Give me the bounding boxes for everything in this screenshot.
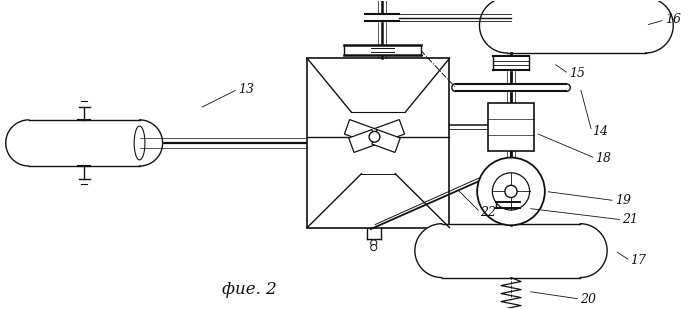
Text: фие. 2: фие. 2 (222, 281, 277, 298)
Text: 15: 15 (569, 67, 584, 80)
Text: 20: 20 (580, 293, 596, 306)
Circle shape (369, 131, 380, 142)
Polygon shape (6, 120, 29, 166)
Text: 17: 17 (630, 254, 646, 267)
Polygon shape (372, 129, 401, 152)
Text: 22: 22 (480, 206, 496, 219)
Polygon shape (480, 0, 507, 53)
Polygon shape (580, 224, 607, 277)
Circle shape (505, 185, 517, 197)
Text: 13: 13 (238, 83, 254, 95)
Bar (488, 103, 534, 151)
Polygon shape (140, 120, 163, 166)
Polygon shape (366, 14, 399, 21)
Bar (442, 224, 580, 277)
Bar (507, 0, 646, 53)
Circle shape (370, 240, 377, 246)
Bar (29, 120, 140, 166)
Polygon shape (415, 224, 442, 277)
Polygon shape (372, 120, 405, 144)
Polygon shape (349, 129, 377, 152)
Polygon shape (344, 45, 421, 55)
Circle shape (477, 158, 545, 225)
Polygon shape (493, 56, 529, 70)
Circle shape (370, 244, 377, 251)
Polygon shape (646, 0, 673, 53)
Text: 19: 19 (615, 194, 630, 207)
Text: 16: 16 (665, 13, 681, 27)
Bar (307, 58, 449, 227)
Text: 14: 14 (592, 125, 607, 138)
Text: 18: 18 (596, 152, 612, 165)
Text: 21: 21 (623, 214, 638, 226)
Polygon shape (345, 120, 377, 144)
